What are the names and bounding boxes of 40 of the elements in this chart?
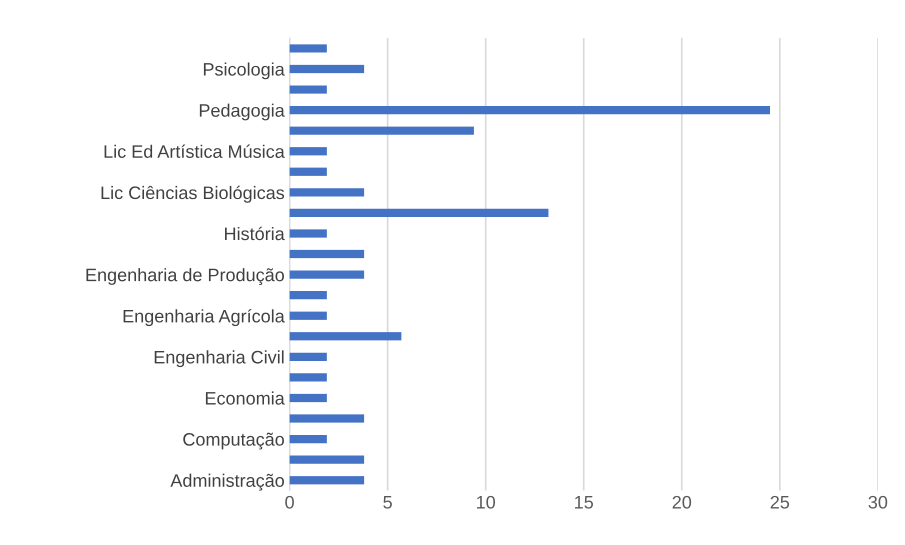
x-tick-label: 20: [672, 496, 692, 509]
bar: [290, 414, 364, 423]
y-tick-label: Engenharia de Produção: [86, 268, 284, 285]
x-tick-label: 15: [575, 496, 594, 509]
bar: [290, 168, 327, 176]
bar: [290, 208, 548, 218]
y-tick-label: Economia: [206, 391, 285, 405]
bar: [290, 373, 327, 382]
bar: [290, 332, 402, 340]
bar: [290, 229, 327, 238]
bar: [290, 352, 327, 361]
y-tick-label: Administração: [170, 474, 284, 491]
bar: [290, 64, 364, 74]
bar: [290, 456, 364, 464]
y-tick-label: Psicologia: [204, 62, 285, 80]
y-tick-label: Engenharia Civil: [154, 350, 284, 368]
bar: [290, 394, 327, 402]
x-tick-label: 5: [383, 496, 392, 509]
x-tick-label: 10: [477, 496, 496, 509]
x-tick-label: 25: [770, 496, 790, 509]
y-tick-label: Lic Ciências Biológicas: [102, 186, 284, 203]
bar: [290, 126, 474, 135]
y-tick-label: Lic Ed Artística Música: [104, 144, 285, 158]
bar: [290, 188, 364, 196]
bar: [290, 147, 327, 156]
bar: [290, 476, 364, 484]
bar: [290, 250, 364, 258]
y-tick-label: Pedagogia: [200, 104, 285, 120]
x-tick-label: 30: [868, 496, 888, 509]
x-tick-label: 0: [285, 496, 294, 509]
y-tick-label: História: [225, 226, 285, 240]
bar: [290, 312, 327, 320]
y-tick-label: Computação: [183, 432, 284, 450]
bar: [290, 291, 327, 300]
bar: [290, 434, 327, 444]
y-tick-label: Engenharia Agrícola: [124, 309, 285, 326]
bar: [290, 270, 364, 279]
bar: [290, 44, 327, 53]
bar: [290, 85, 327, 94]
bar: [290, 106, 770, 114]
